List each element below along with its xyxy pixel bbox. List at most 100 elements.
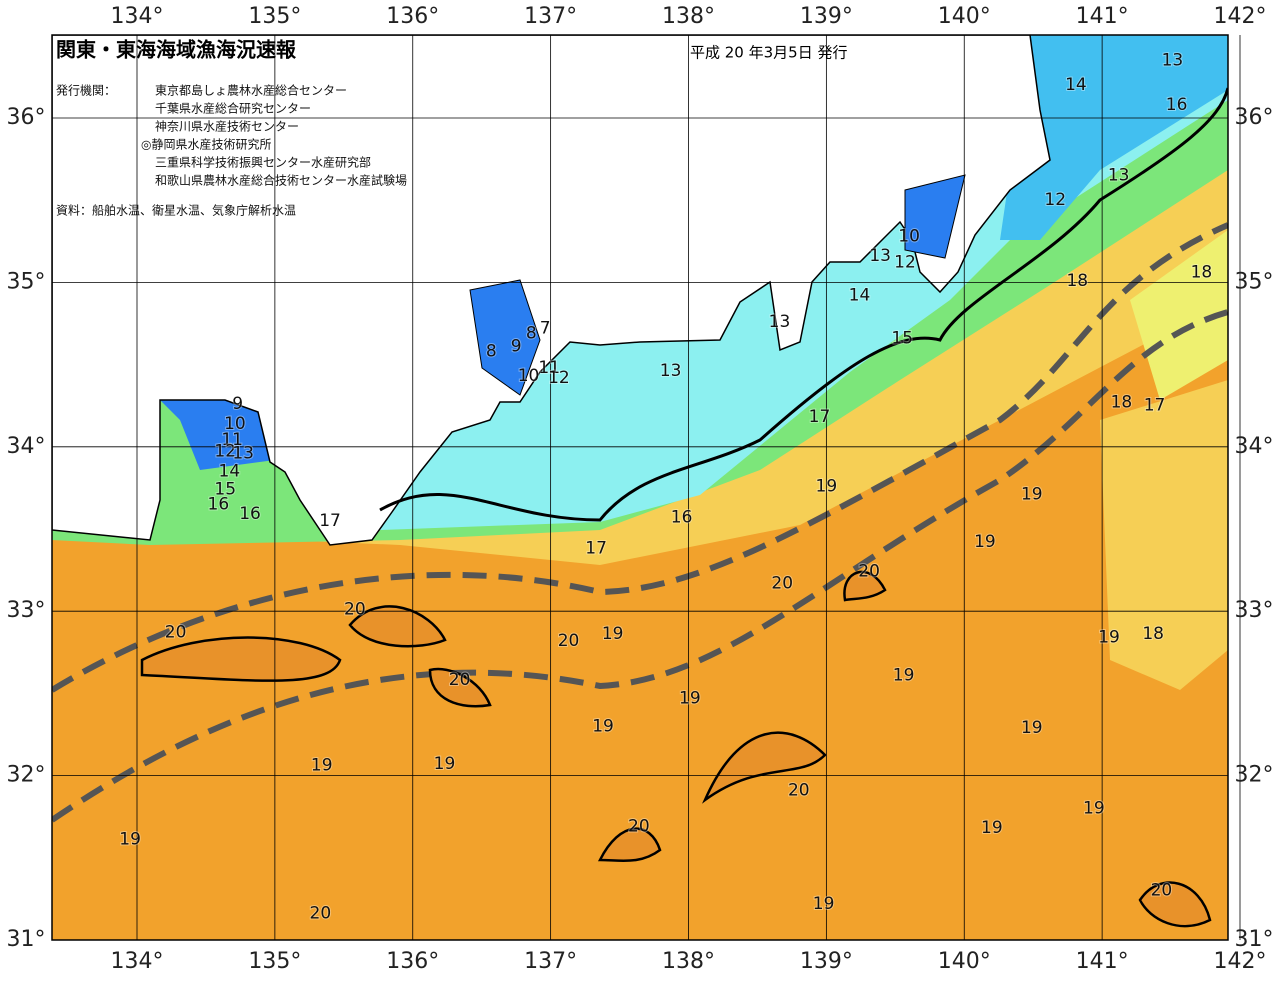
temperature-label: 12 — [894, 253, 916, 273]
temperature-label: 16 — [208, 494, 230, 514]
lon-label-top: 140° — [938, 4, 991, 29]
temperature-label: 20 — [165, 623, 187, 643]
lon-label-top: 137° — [524, 4, 577, 29]
temperature-label: 19 — [434, 754, 456, 774]
lon-label-bottom: 136° — [386, 949, 439, 974]
issuer: 和歌山県農林水産総合技術センター水産試験場 — [155, 173, 407, 188]
temperature-label: 9 — [232, 394, 243, 414]
temperature-label: 18 — [1191, 263, 1213, 283]
temperature-label: 20 — [628, 817, 650, 837]
temperature-label: 19 — [1021, 484, 1043, 504]
zone-10 — [160, 400, 275, 470]
temperature-label: 20 — [344, 600, 366, 620]
temperature-label: 19 — [893, 665, 915, 685]
temperature-label: 19 — [1083, 798, 1105, 818]
data-source: 資料：船舶水温、衛星水温、気象庁解析水温 — [56, 203, 296, 218]
temperature-label: 11 — [221, 430, 243, 450]
contour-20 — [140, 570, 1212, 928]
temperature-label: 12 — [214, 442, 236, 462]
temperature-label: 18 — [1111, 392, 1133, 412]
lat-label-right: 34° — [1235, 434, 1274, 459]
temperature-label: 20 — [449, 670, 471, 690]
temperature-label: 17 — [809, 407, 831, 427]
zone-12 — [1000, 35, 1228, 240]
temperature-label: 10 — [224, 414, 246, 434]
temperature-label: 10 — [898, 226, 920, 246]
lat-label-left: 34° — [7, 434, 46, 459]
temperature-label: 20 — [558, 631, 580, 651]
zone-19 — [1100, 380, 1228, 690]
current-axis — [52, 222, 1228, 693]
lat-label-right: 32° — [1235, 763, 1274, 788]
graticule — [52, 35, 1241, 941]
lon-label-bottom: 140° — [938, 949, 991, 974]
temperature-label: 19 — [602, 624, 624, 644]
lon-label-bottom: 142° — [1214, 949, 1267, 974]
issuer: ◎静岡県水産技術研究所 — [141, 137, 271, 152]
temperature-label: 12 — [1044, 190, 1066, 210]
temperature-label: 17 — [585, 539, 607, 559]
lon-label-bottom: 138° — [662, 949, 715, 974]
lat-label-right: 35° — [1235, 269, 1274, 294]
temperature-label: 8 — [526, 323, 537, 343]
issuer-label: 発行機関： — [56, 83, 116, 98]
issuer: 千葉県水産総合研究センター — [155, 101, 311, 116]
temperature-label: 19 — [813, 894, 835, 914]
title: 関東・東海海域漁海況速報 — [56, 38, 297, 62]
temperature-label: 9 — [511, 337, 522, 357]
temperature-label: 13 — [1108, 166, 1130, 186]
temperature-label: 16 — [671, 507, 693, 527]
temperature-label: 20 — [1151, 881, 1173, 901]
temperature-label: 15 — [891, 328, 913, 348]
temperature-label: 17 — [319, 511, 341, 531]
temperature-label: 19 — [974, 532, 996, 552]
lat-label-left: 32° — [7, 763, 46, 788]
temperature-label: 18 — [1066, 271, 1088, 291]
lon-label-top: 141° — [1076, 4, 1129, 29]
lon-label-top: 139° — [800, 4, 853, 29]
temperature-label: 13 — [1162, 50, 1184, 70]
lat-label-right: 36° — [1235, 105, 1274, 130]
temperature-label: 8 — [486, 341, 497, 361]
temperature-label: 16 — [239, 504, 261, 524]
temperature-label: 12 — [548, 368, 570, 388]
temperature-label: 20 — [858, 562, 880, 582]
temperature-label: 13 — [232, 443, 254, 463]
lon-label-bottom: 137° — [524, 949, 577, 974]
temperature-label: 19 — [592, 716, 614, 736]
temperature-label: 18 — [1142, 624, 1164, 644]
temperature-label: 14 — [1065, 75, 1087, 95]
temperature-label: 19 — [679, 688, 701, 708]
temperature-label: 14 — [219, 461, 241, 481]
lon-label-top: 134° — [111, 4, 164, 29]
lat-label-right: 33° — [1235, 598, 1274, 623]
zone-18b — [1130, 230, 1228, 400]
temperature-label: 20 — [788, 780, 810, 800]
lat-label-left: 33° — [7, 598, 46, 623]
temperature-label: 11 — [538, 358, 560, 378]
lat-label-right: 31° — [1235, 927, 1274, 952]
temperature-label: 19 — [1098, 628, 1120, 648]
temperature-label: 19 — [119, 830, 141, 850]
contour-15 — [379, 87, 1228, 522]
temperature-label: 10 — [518, 366, 540, 386]
issuer: 三重県科学技術振興センター水産研究部 — [155, 155, 371, 170]
map-frame — [51, 34, 1229, 941]
lon-label-bottom: 134° — [111, 949, 164, 974]
temperature-label: 13 — [660, 361, 682, 381]
lon-label-top: 142° — [1214, 4, 1267, 29]
issuer: 東京都島しょ農林水産総合センター — [155, 83, 347, 98]
issuer: 神奈川県水産技術センター — [155, 119, 299, 134]
lon-label-bottom: 135° — [248, 949, 301, 974]
issue-date: 平成 20 年3月5日 発行 — [690, 44, 847, 62]
temperature-label: 14 — [849, 286, 871, 306]
lon-label-bottom: 141° — [1076, 949, 1129, 974]
lon-label-top: 138° — [662, 4, 715, 29]
lon-label-top: 135° — [248, 4, 301, 29]
temperature-label: 13 — [869, 246, 891, 266]
temperature-label: 20 — [771, 573, 793, 593]
temperature-label: 16 — [1166, 95, 1188, 115]
bays — [469, 174, 966, 396]
